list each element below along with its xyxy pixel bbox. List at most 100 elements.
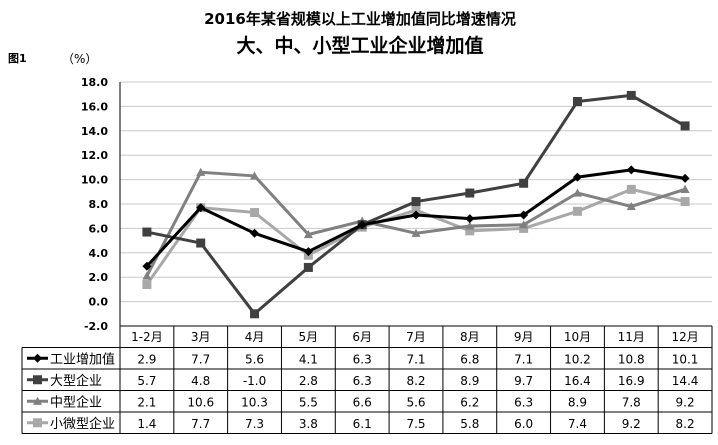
series-大型企业 xyxy=(142,90,690,319)
y-axis-ticks: -2.0 0.0 2.0 4.0 6.0 8.0 10.0 12.0 14.0 16.0 18.0 xyxy=(81,76,108,333)
series-中型企业 xyxy=(142,167,690,280)
data-label: 1.4 xyxy=(137,417,156,431)
data-label: 10.2 xyxy=(564,352,591,366)
data-label: 6.0 xyxy=(514,417,533,431)
legend-中型企业: 中型企业 xyxy=(27,394,102,410)
data-label: 6.3 xyxy=(353,374,372,388)
x-tick-label: 8月 xyxy=(460,330,480,344)
data-label: 14.4 xyxy=(672,374,699,388)
data-label: 9.2 xyxy=(676,395,695,409)
data-label: 16.9 xyxy=(618,374,645,388)
point-中型企业 xyxy=(626,201,636,211)
point-工业增加值 xyxy=(357,220,367,230)
data-label: 4.8 xyxy=(191,374,210,388)
data-label: 7.1 xyxy=(514,352,533,366)
data-label: 10.8 xyxy=(618,352,645,366)
legend-label: 小微型企业 xyxy=(50,416,115,432)
point-大型企业 xyxy=(250,309,260,319)
data-label: 8.9 xyxy=(568,395,587,409)
point-工业增加值 xyxy=(33,353,42,363)
x-tick-label: 5月 xyxy=(299,330,319,344)
legend-label: 大型企业 xyxy=(50,373,102,389)
point-大型企业 xyxy=(519,178,529,188)
data-label: 2.8 xyxy=(299,374,318,388)
point-中型企业 xyxy=(33,396,42,405)
point-中型企业 xyxy=(572,188,582,197)
data-label: 2.9 xyxy=(137,352,156,366)
data-label: 9.7 xyxy=(514,374,533,388)
data-label: 5.7 xyxy=(137,374,156,388)
point-大型企业 xyxy=(196,238,206,248)
legend-大型企业: 大型企业 xyxy=(27,373,102,389)
point-大型企业 xyxy=(142,227,152,237)
legend-小微型企业: 小微型企业 xyxy=(27,416,115,432)
point-中型企业 xyxy=(250,171,260,180)
x-tick-label: 4月 xyxy=(245,330,265,344)
point-小微型企业 xyxy=(572,206,582,216)
data-label: 8.9 xyxy=(460,374,479,388)
y-tick-label: 12.0 xyxy=(81,149,108,162)
point-小微型企业 xyxy=(465,226,475,236)
y-tick-label: 8.0 xyxy=(89,198,109,211)
point-工业增加值 xyxy=(626,165,636,175)
data-label: 7.8 xyxy=(622,395,641,409)
y-tick-label: 14.0 xyxy=(81,125,108,138)
legend-label: 中型企业 xyxy=(50,394,102,410)
data-label: 10.6 xyxy=(187,395,214,409)
point-大型企业 xyxy=(33,375,42,385)
data-label: 7.7 xyxy=(191,352,210,366)
y-tick-label: 0.0 xyxy=(89,296,109,309)
y-tick-label: 16.0 xyxy=(81,100,108,113)
point-工业增加值 xyxy=(680,173,690,183)
data-label: 6.3 xyxy=(514,395,533,409)
y-tick-label: 18.0 xyxy=(81,76,108,89)
point-小微型企业 xyxy=(626,184,636,194)
data-label: 8.2 xyxy=(676,417,695,431)
legend-label: 工业增加值 xyxy=(50,351,115,367)
point-大型企业 xyxy=(303,262,313,272)
point-工业增加值 xyxy=(303,247,313,257)
data-label: 7.4 xyxy=(568,417,587,431)
data-label: 5.6 xyxy=(406,395,425,409)
point-大型企业 xyxy=(411,197,421,207)
point-中型企业 xyxy=(303,230,313,239)
plot-area xyxy=(142,90,690,319)
point-中型企业 xyxy=(196,167,206,176)
data-label: 6.6 xyxy=(353,395,372,409)
y-tick-label: 6.0 xyxy=(89,222,109,235)
x-tick-label: 6月 xyxy=(352,330,372,344)
legend-工业增加值: 工业增加值 xyxy=(27,351,115,367)
y-tick-label: 2.0 xyxy=(89,271,109,284)
data-label: 8.2 xyxy=(406,374,425,388)
data-label: 7.5 xyxy=(406,417,425,431)
data-label: 9.2 xyxy=(622,417,641,431)
data-label: 5.8 xyxy=(460,417,479,431)
x-tick-label: 7月 xyxy=(406,330,426,344)
data-label: 5.6 xyxy=(245,352,264,366)
x-tick-label: 3月 xyxy=(191,330,211,344)
x-tick-label: 1-2月 xyxy=(131,330,163,344)
point-工业增加值 xyxy=(411,210,421,220)
data-label: 4.1 xyxy=(299,352,318,366)
point-大型企业 xyxy=(572,97,582,107)
data-label: 2.1 xyxy=(137,395,156,409)
point-工业增加值 xyxy=(519,210,529,220)
y-tick-label: -2.0 xyxy=(84,320,108,333)
data-label: 3.8 xyxy=(299,417,318,431)
point-工业增加值 xyxy=(465,214,475,224)
point-小微型企业 xyxy=(250,208,260,218)
point-中型企业 xyxy=(519,220,529,229)
chart-subtitle: 大、中、小型工业企业增加值 xyxy=(236,34,483,57)
point-工业增加值 xyxy=(572,172,582,182)
point-小微型企业 xyxy=(519,223,529,233)
series-line-中型企业 xyxy=(145,170,686,277)
data-label: 10.3 xyxy=(241,395,268,409)
data-label: 6.8 xyxy=(460,352,479,366)
y-tick-label: 4.0 xyxy=(89,247,109,260)
data-label: 7.3 xyxy=(245,417,264,431)
point-中型企业 xyxy=(465,221,475,230)
data-label: 10.1 xyxy=(672,352,699,366)
y-axis-unit: （%） xyxy=(62,52,97,66)
